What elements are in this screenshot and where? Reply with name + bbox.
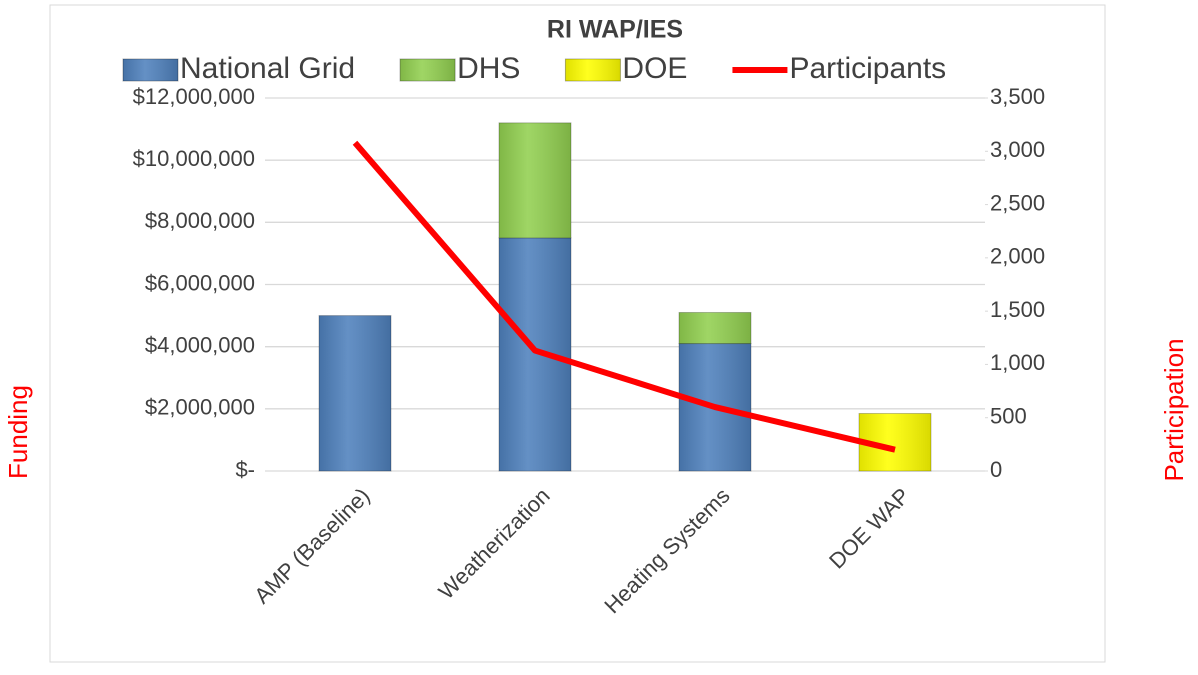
legend-label: DOE [622, 52, 687, 85]
y-tick-label: $4,000,000 [145, 332, 255, 357]
y2-tick-label: 2,000 [990, 244, 1045, 269]
chart-title: RI WAP/IES [547, 16, 683, 44]
bar-shade [319, 315, 391, 471]
y-tick-label: $10,000,000 [133, 146, 255, 171]
y-tick-label: $8,000,000 [145, 208, 255, 233]
y2-tick-label: 1,000 [990, 350, 1045, 375]
y-tick-label: $2,000,000 [145, 395, 255, 420]
y2-tick-label: 500 [990, 404, 1027, 429]
legend-shade [123, 59, 178, 81]
y2-tick-label: 2,500 [990, 190, 1045, 215]
y2-tick-label: 0 [990, 457, 1002, 482]
y-tick-label: $12,000,000 [133, 84, 255, 109]
bar-shade [679, 312, 751, 344]
y-tick-label: $- [235, 457, 255, 482]
y2-tick-label: 1,500 [990, 297, 1045, 322]
y2-tick-label: 3,500 [990, 84, 1045, 109]
line [352, 140, 896, 453]
legend-shade [565, 59, 621, 81]
y2-tick-label: 3,000 [990, 137, 1045, 162]
legend-shade [400, 59, 456, 81]
legend-label: Participants [789, 52, 946, 85]
legend-label: DHS [457, 52, 520, 85]
y-tick-label: $6,000,000 [145, 270, 255, 295]
legend-label: National Grid [180, 52, 355, 85]
y-axis-label: Funding [3, 385, 33, 479]
y2-axis-label: Participation [1159, 338, 1189, 481]
chart-frame [49, 4, 1106, 663]
bar-shade [499, 122, 571, 238]
bar-shade [499, 237, 571, 471]
